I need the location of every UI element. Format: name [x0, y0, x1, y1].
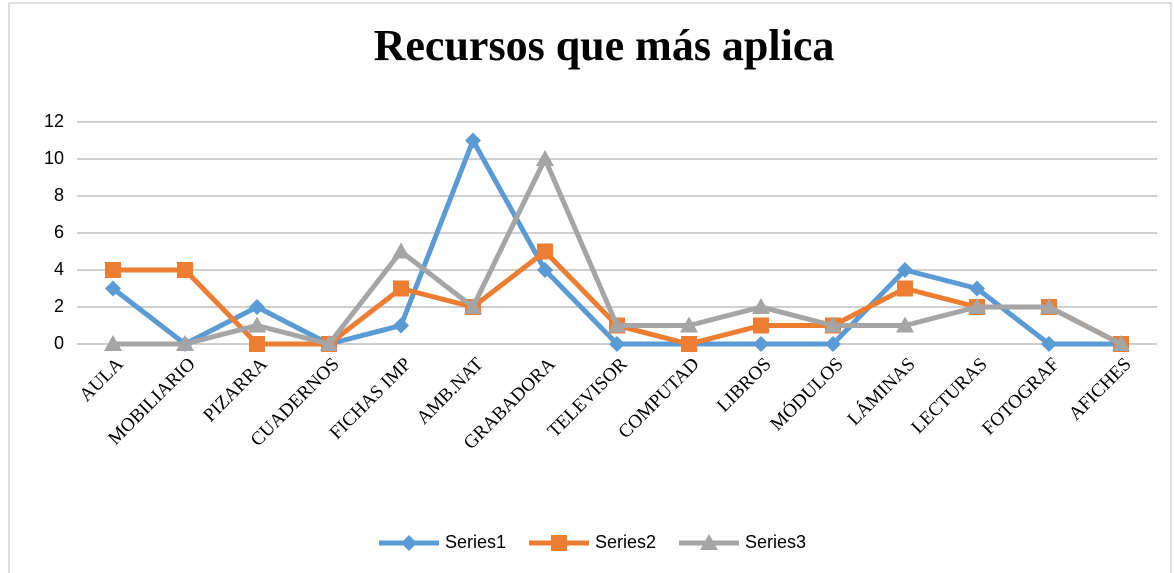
x-tick-label: AFICHES — [1065, 354, 1136, 425]
y-tick-label: 2 — [54, 296, 64, 316]
data-point — [1041, 336, 1057, 352]
legend-marker — [700, 534, 718, 550]
data-point — [969, 280, 985, 297]
x-tick-label: LÁMINAS — [843, 353, 920, 430]
data-point — [537, 262, 553, 278]
data-point — [464, 298, 482, 314]
data-point — [249, 336, 265, 352]
legend-label: Series2 — [595, 532, 656, 552]
data-point — [537, 243, 553, 260]
data-point — [536, 150, 554, 166]
data-point — [753, 317, 769, 334]
data-point — [393, 317, 409, 334]
x-tick-label: MÓDULOS — [766, 353, 848, 435]
x-tick-label: FOTOGRAF — [978, 354, 1064, 440]
data-point — [465, 132, 481, 149]
data-point — [897, 280, 913, 297]
chart-border — [8, 2, 1172, 573]
data-point — [681, 336, 697, 352]
y-tick-label: 12 — [44, 111, 64, 131]
x-tick-label: AMB.NAT — [413, 353, 488, 428]
data-point — [825, 336, 841, 352]
legend-label: Series3 — [745, 532, 806, 552]
data-point — [753, 336, 769, 352]
data-point — [105, 262, 121, 278]
data-point — [609, 336, 625, 352]
data-point — [897, 262, 913, 278]
data-point — [968, 298, 986, 314]
y-tick-label: 10 — [44, 148, 64, 168]
y-tick-label: 8 — [54, 185, 64, 205]
data-point — [393, 280, 409, 297]
legend-marker — [401, 535, 417, 551]
data-point — [320, 335, 338, 351]
data-point — [824, 316, 842, 333]
data-point — [1112, 335, 1130, 351]
x-tick-label: PIZARRA — [199, 354, 272, 427]
series-line — [113, 156, 1123, 347]
data-point — [105, 280, 121, 297]
data-point — [104, 335, 122, 351]
data-point — [177, 262, 193, 278]
y-tick-label: 6 — [54, 222, 64, 242]
data-point — [1040, 298, 1058, 314]
x-tick-label: AULA — [75, 354, 127, 406]
data-point — [249, 299, 265, 315]
data-point — [680, 316, 698, 333]
x-tick-label: LIBROS — [713, 354, 776, 417]
data-point — [176, 335, 194, 351]
y-tick-label: 4 — [54, 259, 64, 279]
legend-marker — [551, 535, 567, 551]
data-point — [392, 242, 410, 259]
data-point — [608, 316, 626, 333]
data-point — [752, 298, 770, 314]
data-point — [248, 316, 266, 333]
chart-title: Recursos que más aplica — [374, 21, 835, 70]
data-point — [896, 316, 914, 333]
y-tick-label: 0 — [54, 333, 64, 353]
legend-label: Series1 — [445, 532, 506, 552]
